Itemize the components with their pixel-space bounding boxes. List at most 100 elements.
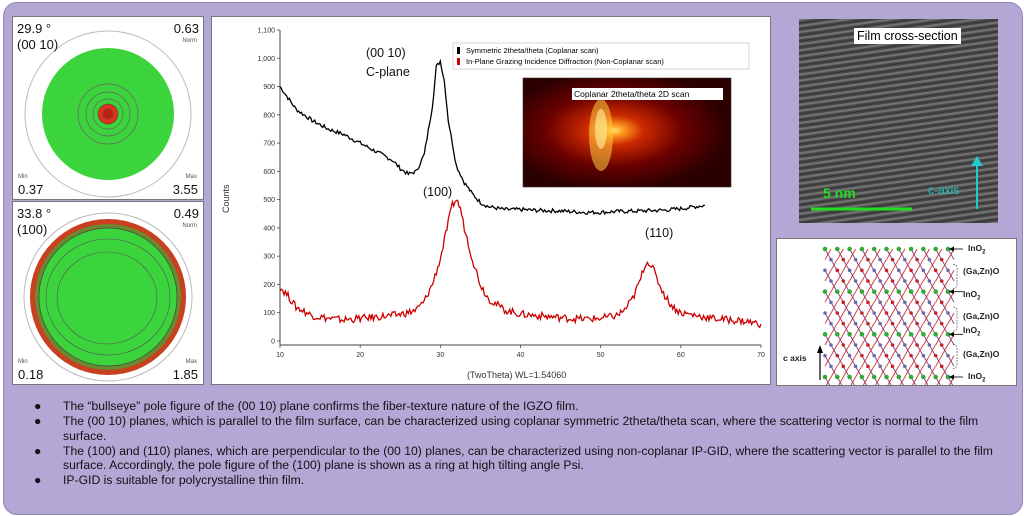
crystal-bond	[916, 344, 924, 356]
layer-pointer-head	[949, 246, 954, 252]
crystal-atom	[884, 332, 889, 337]
crystal-bond	[867, 302, 875, 314]
crystal-atom	[903, 279, 907, 283]
annotation-00-10: (00 10)	[366, 46, 406, 60]
crystal-bond	[824, 291, 832, 303]
y-tick-label: 100	[263, 310, 275, 317]
crystal-atom	[866, 257, 870, 262]
crystal-atom	[896, 289, 902, 294]
crystal-bond	[892, 323, 899, 335]
crystal-bond	[830, 366, 838, 378]
crystal-bond	[873, 355, 881, 367]
pole-figure-00-10-plot	[24, 30, 192, 198]
crystal-atom	[939, 300, 944, 305]
crystal-atom	[933, 311, 938, 315]
layer-label-ino2: InO2	[963, 325, 981, 338]
crystal-bond	[929, 344, 936, 356]
crystal-atom	[915, 321, 919, 326]
tem-texture	[799, 19, 998, 223]
crystal-bond	[899, 376, 906, 385]
crystal-bond	[849, 355, 856, 367]
crystal-atom	[835, 246, 840, 252]
crystal-bond	[861, 355, 869, 367]
crystal-atom	[860, 311, 864, 315]
crystal-atom	[946, 268, 950, 273]
y-tick-label: 600	[263, 169, 275, 176]
crystal-bond	[923, 312, 930, 324]
y-tick-label: 1,000	[257, 56, 275, 63]
crystal-bond	[855, 323, 862, 335]
crystal-structure-svg	[817, 246, 963, 385]
crystal-atom	[939, 257, 944, 262]
x-tick-label: 70	[757, 352, 765, 359]
crystal-atom	[903, 343, 907, 347]
crystal-bond	[842, 344, 850, 356]
x-tick-label: 40	[517, 352, 525, 359]
crystal-atom	[859, 246, 865, 252]
crystal-atom	[871, 332, 877, 337]
min-value: 0.18	[18, 367, 44, 382]
crystal-atom	[884, 289, 889, 294]
crystal-atom	[829, 343, 833, 347]
layer-label-gazno: (Ga,Zn)O	[963, 266, 1000, 276]
crystal-bond	[824, 248, 832, 260]
crystal-bond	[898, 248, 906, 260]
crystal-structure: c axis InO2 (Ga,Zn)O InO2 (Ga,Zn)O InO2 …	[776, 238, 1017, 386]
crystal-atom	[866, 343, 870, 347]
crystal-bond	[886, 291, 893, 303]
crystal-bond	[910, 312, 918, 324]
crystal-atom	[847, 332, 852, 337]
crystal-atom	[835, 353, 840, 358]
crystal-bond	[849, 291, 856, 303]
crystal-atom	[859, 374, 865, 380]
layer-bracket	[952, 306, 958, 332]
crystal-bond	[879, 259, 887, 271]
y-tick-label: 700	[263, 141, 275, 148]
crystal-atom	[915, 300, 919, 305]
y-tick-label: 500	[263, 197, 275, 204]
crystal-bond	[875, 376, 881, 385]
crystal-atom	[927, 257, 932, 262]
tem-title: Film cross-section	[854, 28, 961, 44]
pole-figure-100: 33.8 ° (100) 0.49 Norm Min Max 0.18 1.85	[12, 201, 204, 385]
crystal-atom	[878, 257, 882, 262]
slide-background: 29.9 ° (00 10) 0.63 Norm Min Max 0.37 3.…	[3, 2, 1023, 515]
pole-norm-value: 0.63	[173, 21, 199, 36]
crystal-bond	[886, 270, 893, 282]
crystal-bond	[886, 312, 893, 324]
crystal-atom	[872, 353, 876, 358]
crystal-bond	[935, 355, 943, 367]
crystal-atom	[909, 353, 913, 358]
crystal-bond	[836, 334, 844, 346]
crystal-atom	[823, 353, 827, 358]
crystal-atom	[915, 343, 919, 347]
crystal-atom	[933, 353, 938, 358]
layer-label-gazno: (Ga,Zn)O	[963, 311, 1000, 321]
crystal-atom	[933, 246, 938, 252]
crystal-bond	[824, 312, 832, 324]
crystal-atom	[945, 332, 951, 337]
crystal-bond	[861, 291, 869, 303]
crystal-bond	[855, 280, 862, 292]
crystal-bond	[873, 334, 881, 346]
tem-image: Film cross-section 5 nm c-axis	[799, 19, 998, 223]
crystal-atom	[871, 374, 877, 380]
crystal-bond	[912, 376, 918, 385]
crystal-bond	[873, 248, 881, 260]
crystal-atom	[878, 364, 882, 369]
crystal-atom	[933, 374, 938, 380]
y-axis-label: Counts	[221, 184, 231, 213]
crystal-atom	[909, 268, 913, 273]
crystal-atom	[884, 268, 889, 273]
min-label: Min	[18, 359, 28, 365]
crystal-bond	[936, 376, 943, 385]
max-value: 3.55	[172, 182, 198, 197]
c-axis-label: c axis	[783, 353, 807, 363]
crystal-bond	[824, 355, 832, 367]
crystal-bond	[867, 259, 875, 271]
crystal-atom	[822, 332, 828, 337]
crystal-bond	[855, 366, 862, 378]
crystal-bond	[898, 312, 906, 324]
xrd-chart: 0 100 200 300 400 500 600 700 800 900 1,000 1,100 10…	[211, 16, 771, 385]
crystal-atom	[915, 279, 919, 283]
